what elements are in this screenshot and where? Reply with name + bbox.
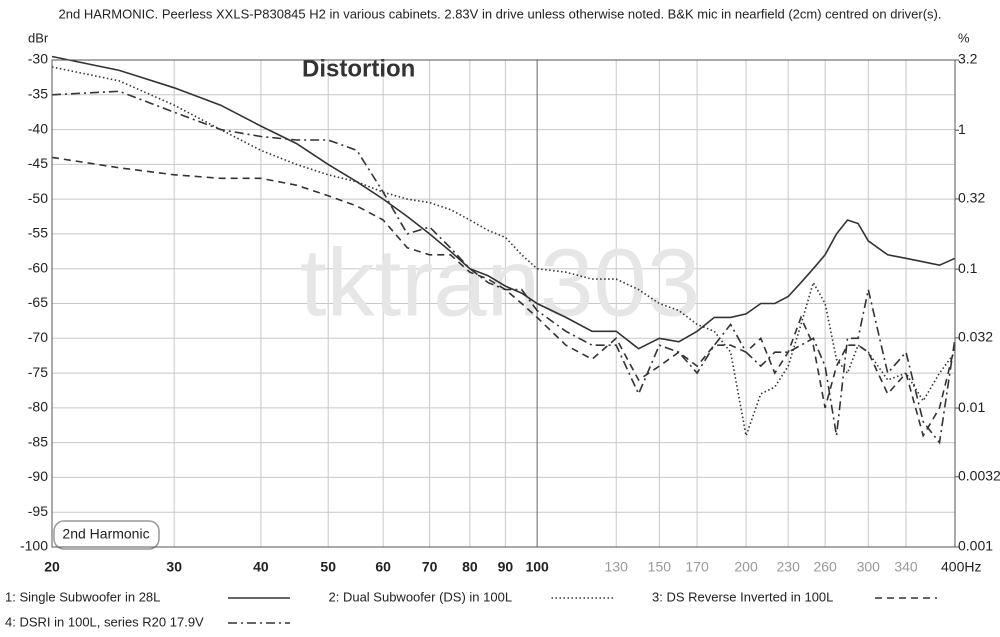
x-tick-label: 60 [375, 559, 391, 575]
x-tick-label: 100 [525, 559, 549, 575]
annotation-badge: 2nd Harmonic [62, 526, 149, 542]
x-tick-label: 80 [462, 559, 478, 575]
x-tick-label: 400Hz [941, 559, 981, 575]
y-tick-label: -75 [28, 364, 48, 380]
x-tick-label: 40 [253, 559, 269, 575]
legend-label: 1: Single Subwoofer in 28L [5, 589, 160, 604]
y2-tick-label: 0.1 [958, 260, 978, 276]
x-tick-label: 340 [894, 559, 918, 575]
y-tick-label: -95 [28, 503, 48, 519]
series-line [51, 55, 956, 350]
x-tick-label: 170 [685, 559, 709, 575]
x-tick-label: 150 [648, 559, 672, 575]
x-tick-label: 30 [166, 559, 182, 575]
x-tick-label: 70 [422, 559, 438, 575]
y-tick-label: -40 [28, 120, 48, 136]
x-tick-label: 200 [734, 559, 758, 575]
y-tick-label: -65 [28, 294, 48, 310]
plot-frame [51, 59, 956, 548]
x-tick-label: 50 [320, 559, 336, 575]
y-axis-label: dBr [28, 30, 49, 45]
series-line [51, 156, 956, 438]
y-tick-label: -30 [28, 51, 48, 67]
y2-tick-label: 3.2 [958, 51, 978, 67]
y-tick-label: -50 [28, 190, 48, 206]
y-tick-label: -60 [28, 259, 48, 275]
x-tick-label: 230 [777, 559, 801, 575]
y-tick-label: -70 [28, 329, 48, 345]
x-tick-label: 130 [605, 559, 629, 575]
y2-tick-label: 0.32 [958, 190, 985, 206]
legend-label: 2: Dual Subwoofer (DS) in 100L [329, 589, 513, 604]
y-tick-label: -100 [20, 538, 48, 554]
x-tick-label: 300 [857, 559, 881, 575]
series-line [51, 90, 956, 445]
series-line [51, 66, 956, 439]
x-tick-label: 20 [44, 559, 60, 575]
y2-tick-label: 1 [958, 121, 966, 137]
y-tick-label: -45 [28, 155, 48, 171]
annotation-heading: Distortion [302, 55, 415, 82]
y-tick-label: -80 [28, 399, 48, 415]
legend-label: 3: DS Reverse Inverted in 100L [652, 589, 833, 604]
chart-title: 2nd HARMONIC. Peerless XXLS-P830845 H2 i… [59, 6, 942, 21]
x-tick-label: 260 [813, 559, 837, 575]
legend-label: 4: DSRI in 100L, series R20 17.9V [5, 614, 204, 629]
y2-tick-label: 0.0032 [958, 468, 1000, 484]
y2-tick-label: 0.001 [958, 538, 993, 554]
x-tick-label: 90 [498, 559, 514, 575]
badge-box [53, 520, 160, 550]
plot-lines [51, 55, 956, 445]
y2-tick-label: 0.01 [958, 399, 985, 415]
y2-axis-label: % [958, 30, 970, 45]
y-tick-label: -55 [28, 225, 48, 241]
y-tick-label: -35 [28, 85, 48, 101]
y-tick-label: -85 [28, 433, 48, 449]
y-tick-label: -90 [28, 468, 48, 484]
y2-tick-label: 0.032 [958, 329, 993, 345]
